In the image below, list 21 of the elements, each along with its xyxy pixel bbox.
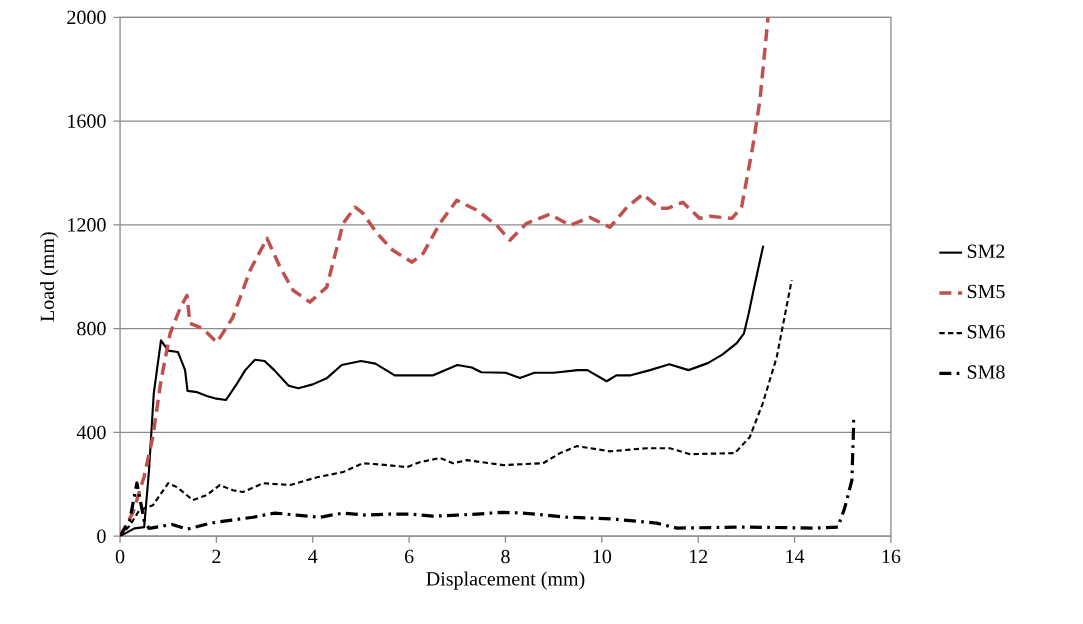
legend-label: SM8 <box>967 365 1005 379</box>
legend-label: SM6 <box>967 324 1005 339</box>
x-tick-label: 0 <box>115 549 125 564</box>
x-tick-label: 8 <box>501 549 510 564</box>
x-tick-label: 4 <box>308 549 318 563</box>
legend-label: SM5 <box>967 284 1005 299</box>
x-tick-label: 12 <box>689 549 708 563</box>
y-axis-title: Load (mm) <box>40 232 59 322</box>
x-tick-label: 14 <box>786 549 805 563</box>
y-tick-label: 400 <box>76 425 106 440</box>
y-tick-label: 1200 <box>68 218 106 232</box>
x-tick-label: 10 <box>593 549 612 564</box>
x-tick-label: 16 <box>882 549 901 564</box>
y-tick-label: 800 <box>77 321 106 336</box>
legend-label: SM2 <box>967 244 1005 258</box>
x-tick-label: 6 <box>404 549 414 564</box>
x-tick-label: 2 <box>212 549 221 563</box>
y-tick-label: 1600 <box>68 114 106 128</box>
y-tick-label: 2000 <box>67 10 106 24</box>
x-axis-title: Displacement (mm) <box>426 571 585 590</box>
y-tick-label: 0 <box>97 529 106 543</box>
